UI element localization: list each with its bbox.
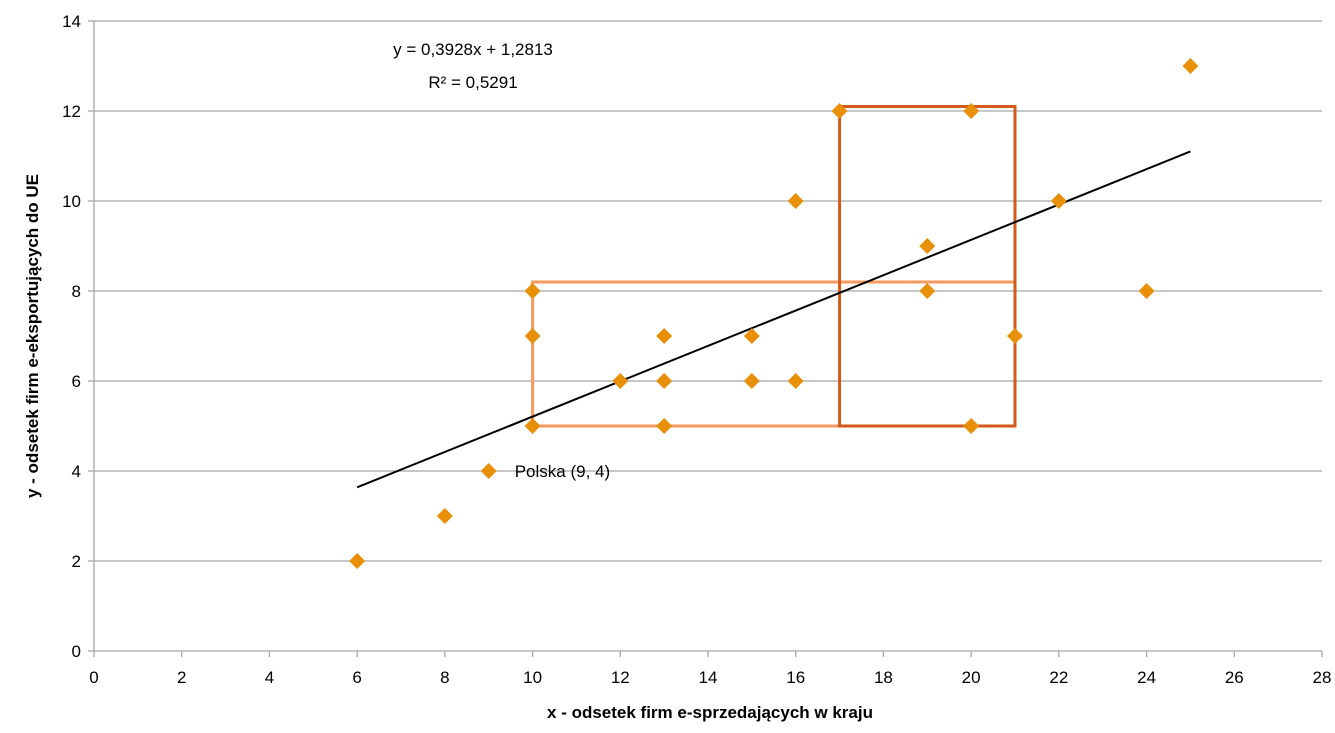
x-tick-label: 12 bbox=[611, 668, 630, 687]
polska-annotation: Polska (9, 4) bbox=[515, 462, 610, 481]
highlight-box-light bbox=[531, 280, 1017, 428]
trendline-equation: y = 0,3928x + 1,2813 bbox=[393, 40, 553, 59]
gridlines bbox=[94, 20, 1322, 562]
highlight-box-dark bbox=[838, 105, 1017, 428]
x-tick-label: 18 bbox=[874, 668, 893, 687]
data-point bbox=[831, 103, 848, 119]
x-tick-label: 0 bbox=[89, 668, 98, 687]
data-point bbox=[524, 328, 541, 344]
x-tick-label: 10 bbox=[523, 668, 542, 687]
data-point bbox=[963, 103, 980, 119]
x-tick-label: 22 bbox=[1049, 668, 1068, 687]
data-point bbox=[919, 238, 936, 254]
data-point bbox=[787, 373, 804, 389]
data-point bbox=[1138, 283, 1155, 299]
x-tick-label: 2 bbox=[177, 668, 186, 687]
data-point bbox=[656, 373, 673, 389]
data-point bbox=[743, 373, 760, 389]
y-tick-label: 0 bbox=[72, 642, 81, 661]
y-tick-label: 4 bbox=[72, 462, 81, 481]
data-point bbox=[787, 193, 804, 209]
labels: y = 0,3928x + 1,2813 R² = 0,5291 Polska … bbox=[23, 40, 873, 722]
x-tick-label: 26 bbox=[1225, 668, 1244, 687]
x-tick-label: 28 bbox=[1313, 668, 1332, 687]
data-point bbox=[656, 328, 673, 344]
y-tick-label: 2 bbox=[72, 552, 81, 571]
data-points bbox=[349, 58, 1199, 569]
data-point bbox=[349, 553, 366, 569]
trendline-layer bbox=[356, 150, 1191, 489]
data-point bbox=[1007, 328, 1023, 344]
y-tick-label: 8 bbox=[72, 282, 81, 301]
data-point bbox=[436, 508, 453, 524]
x-tick-label: 14 bbox=[699, 668, 718, 687]
x-tick-label: 8 bbox=[440, 668, 449, 687]
y-tick-label: 10 bbox=[62, 192, 81, 211]
data-point bbox=[524, 283, 541, 299]
data-point bbox=[480, 463, 497, 479]
x-tick-label: 24 bbox=[1137, 668, 1156, 687]
data-point bbox=[743, 328, 760, 344]
data-point bbox=[963, 418, 980, 434]
x-tick-label: 4 bbox=[265, 668, 274, 687]
data-point bbox=[524, 418, 541, 434]
x-axis-title: x - odsetek firm e-sprzedających w kraju bbox=[547, 703, 873, 722]
data-point bbox=[1050, 193, 1067, 209]
trendline bbox=[356, 150, 1191, 489]
y-axis-title: y - odsetek firm e-eksportujących do UE bbox=[23, 174, 42, 498]
highlight-boxes bbox=[531, 105, 1017, 428]
x-tick-label: 6 bbox=[352, 668, 361, 687]
data-point bbox=[1182, 58, 1199, 74]
data-point bbox=[919, 283, 936, 299]
data-point bbox=[656, 418, 673, 434]
x-tick-label: 16 bbox=[786, 668, 805, 687]
data-point bbox=[612, 373, 629, 389]
trendline-r-squared: R² = 0,5291 bbox=[428, 73, 517, 92]
y-tick-label: 14 bbox=[62, 12, 81, 31]
y-tick-label: 12 bbox=[62, 102, 81, 121]
y-tick-label: 6 bbox=[72, 372, 81, 391]
x-tick-label: 20 bbox=[962, 668, 981, 687]
